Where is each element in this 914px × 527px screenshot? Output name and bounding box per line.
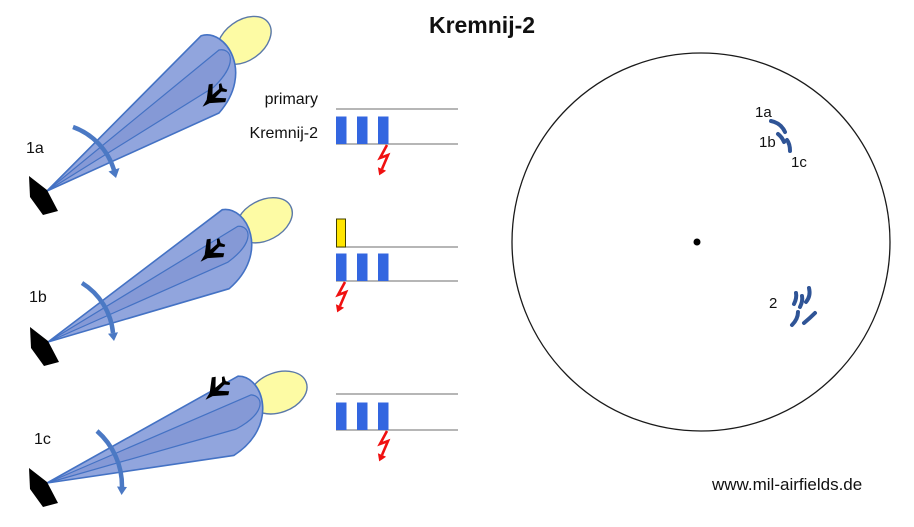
page-title: Kremnij-2	[428, 12, 536, 38]
beam-group-1a	[25, 0, 296, 223]
lightning-bolt-icon	[334, 280, 348, 314]
blip-2-icon	[798, 294, 805, 309]
lightning-bolt-icon	[376, 429, 390, 463]
primary-pulse	[336, 218, 346, 248]
blip-1a-icon	[769, 119, 787, 134]
timing-row-label-primary: primary	[264, 91, 318, 108]
rotation-arrowhead-icon	[108, 168, 120, 178]
scope-circle	[511, 52, 891, 432]
beam-group-1b	[30, 179, 313, 377]
scope-label-1c: 1c	[791, 154, 807, 171]
scope-blips-1	[769, 119, 792, 153]
beam-label-1a: 1a	[26, 140, 44, 157]
response-pulse	[336, 253, 347, 281]
rotation-arrowhead-icon	[117, 486, 127, 495]
scope-center-dot	[693, 238, 701, 246]
response-pulse	[378, 402, 389, 430]
response-pulse	[357, 253, 368, 281]
response-pulse	[336, 116, 347, 144]
beam-cone-icon	[25, 0, 296, 223]
blip-2-icon	[804, 286, 812, 304]
timing-row-label-kremnij: Kremnij-2	[249, 125, 318, 142]
beam-group-1c	[29, 354, 323, 520]
scope-label-1b: 1b	[759, 134, 776, 151]
blip-1b-icon	[776, 132, 786, 144]
response-pulse	[378, 116, 389, 144]
response-pulse	[357, 116, 368, 144]
lightning-bolt-icon	[376, 143, 390, 177]
rotation-arrow-icon	[80, 281, 116, 334]
blip-2-icon	[802, 311, 817, 325]
website-url: www.mil-airfields.de	[712, 475, 863, 494]
beam-label-1c: 1c	[34, 431, 51, 448]
antenna-icon	[30, 327, 59, 366]
scope-blips-2	[790, 286, 817, 327]
response-pulse	[336, 402, 347, 430]
antenna-icon	[29, 468, 58, 507]
scope-label-2: 2	[769, 295, 778, 312]
timing-diagram-1b	[334, 218, 458, 314]
blip-2-icon	[792, 291, 799, 306]
timing-diagram-1a	[336, 108, 458, 177]
radar-scope	[511, 52, 891, 432]
rotation-arrowhead-icon	[108, 332, 118, 341]
response-pulse	[357, 402, 368, 430]
blip-1c-icon	[785, 138, 792, 153]
beam-cone-icon	[30, 179, 313, 377]
antenna-icon	[29, 176, 58, 215]
response-pulse	[378, 253, 389, 281]
blip-2-icon	[790, 310, 800, 327]
rotation-arrow-icon	[95, 429, 125, 488]
rotation-arrow-icon	[72, 124, 117, 171]
timing-diagram-1c	[336, 393, 458, 463]
beam-label-1b: 1b	[29, 289, 47, 306]
scope-label-1a: 1a	[755, 104, 772, 121]
beam-cone-icon	[34, 354, 323, 520]
